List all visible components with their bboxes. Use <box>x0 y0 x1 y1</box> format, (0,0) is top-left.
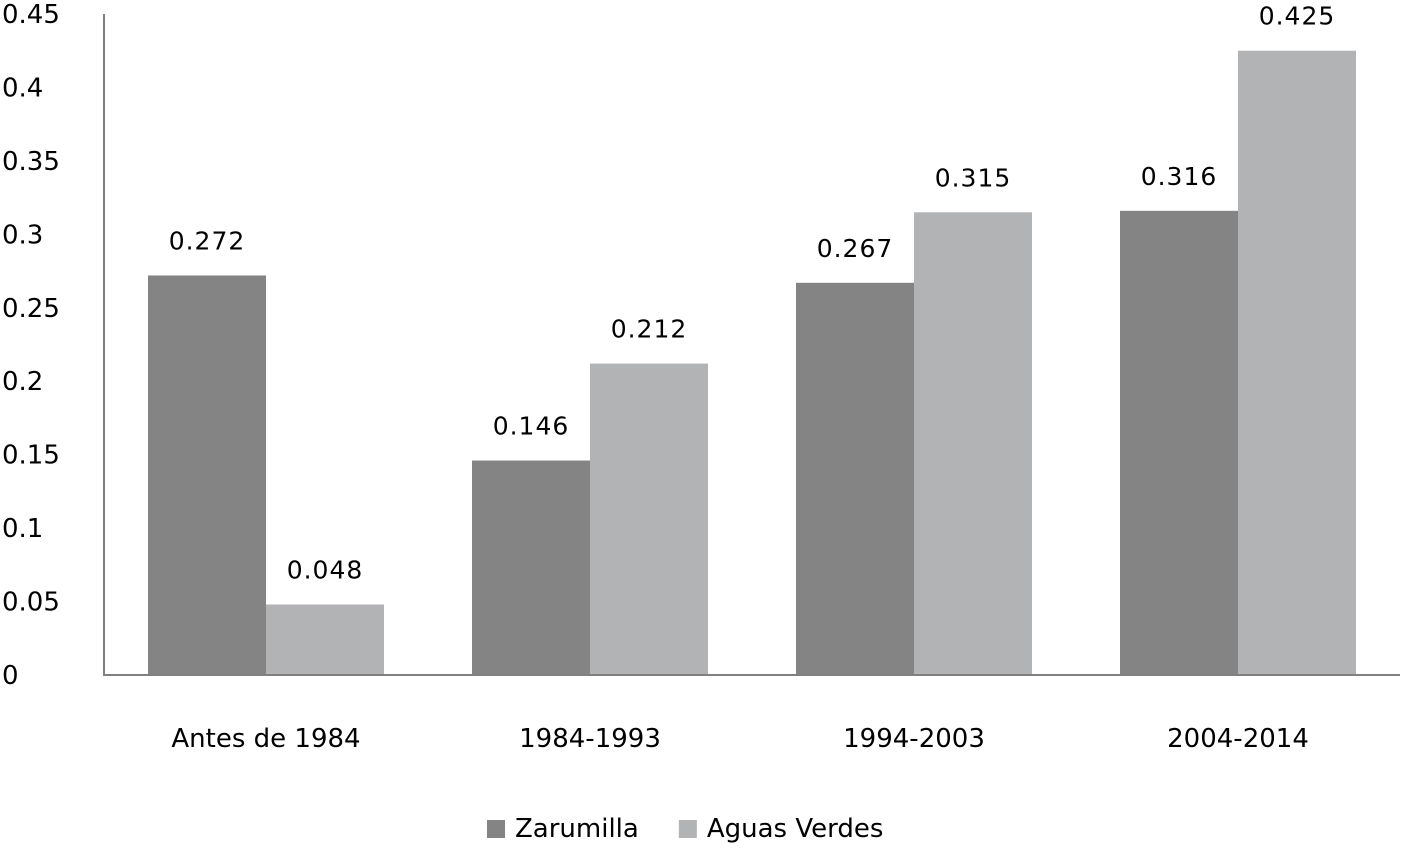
data-label: 0.267 <box>817 234 894 263</box>
data-label: 0.048 <box>287 555 364 584</box>
legend-swatch <box>487 820 505 838</box>
y-axis-ticks: 0 0.05 0.1 0.15 0.2 0.25 0.3 0.35 0.4 0.45 <box>2 0 60 691</box>
y-tick-label: 0.05 <box>2 588 60 618</box>
y-tick-label: 0.25 <box>2 294 60 324</box>
x-category-label: 1984-1993 <box>519 724 661 754</box>
bar-zarumilla <box>1120 210 1238 675</box>
bar-zarumilla <box>796 282 914 675</box>
legend-label: Zarumilla <box>515 814 639 844</box>
bar-aguas-verdes <box>1238 50 1356 675</box>
y-tick-label: 0.2 <box>2 367 43 397</box>
data-label: 0.316 <box>1141 162 1218 191</box>
data-label: 0.212 <box>611 315 688 344</box>
y-tick-label: 0.15 <box>2 441 60 471</box>
data-label: 0.272 <box>169 226 246 255</box>
x-axis-category-labels: Antes de 1984 1984-1993 1994-2003 2004-2014 <box>171 724 1308 754</box>
bar-zarumilla <box>472 460 590 675</box>
data-label: 0.315 <box>935 163 1012 192</box>
legend: Zarumilla Aguas Verdes <box>487 814 883 844</box>
y-tick-label: 0.35 <box>2 147 60 177</box>
legend-label: Aguas Verdes <box>707 814 884 844</box>
data-label: 0.146 <box>493 412 570 441</box>
y-tick-label: 0.45 <box>2 0 60 30</box>
x-category-label: Antes de 1984 <box>171 724 360 754</box>
y-tick-label: 0.4 <box>2 73 43 103</box>
bar-aguas-verdes <box>590 363 708 675</box>
x-category-label: 2004-2014 <box>1167 724 1309 754</box>
legend-swatch <box>678 820 697 838</box>
bar-zarumilla <box>148 275 266 675</box>
data-labels: 0.272 0.048 0.146 0.212 0.267 0.315 0.316 0.425 <box>169 2 1336 585</box>
y-tick-label: 0 <box>2 661 19 691</box>
bars <box>148 50 1356 676</box>
y-tick-label: 0.1 <box>2 514 43 544</box>
y-tick-label: 0.3 <box>2 220 43 250</box>
axes <box>103 14 1400 676</box>
bar-aguas-verdes <box>914 212 1032 676</box>
x-category-label: 1994-2003 <box>843 724 985 754</box>
bar-aguas-verdes <box>266 604 384 675</box>
data-label: 0.425 <box>1259 2 1336 31</box>
